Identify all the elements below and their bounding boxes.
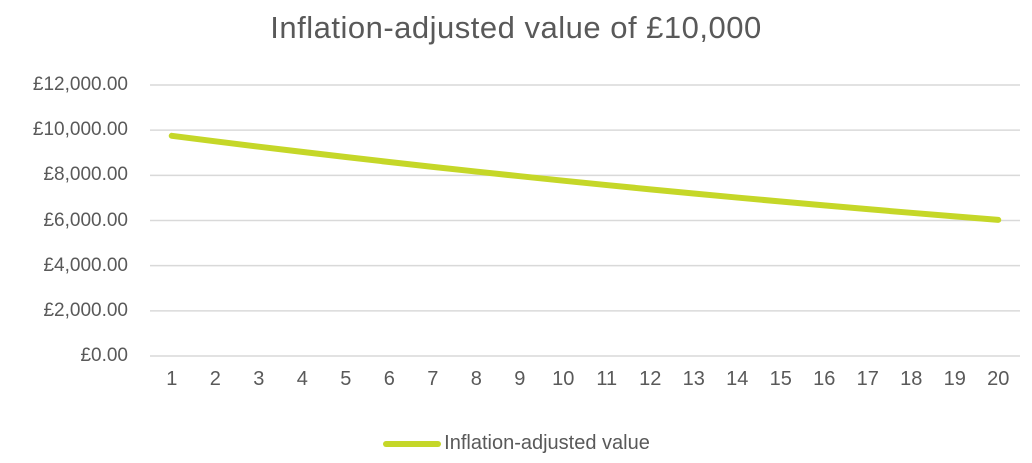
x-axis-tick-label: 20 [987, 368, 1010, 390]
series-line [168, 132, 1002, 223]
x-axis-tick-label: 7 [427, 368, 439, 390]
x-axis-tick-label: 14 [726, 368, 749, 390]
legend: Inflation-adjusted value [0, 432, 1032, 455]
x-axis-tick-label: 19 [943, 368, 966, 390]
x-axis-tick-label: 13 [682, 368, 705, 390]
x-axis-tick-label: 4 [296, 368, 308, 390]
x-axis-tick-label: 10 [552, 368, 575, 390]
x-axis-tick-label: 9 [514, 368, 526, 390]
x-axis-tick-label: 18 [900, 368, 923, 390]
y-axis-tick-label: £12,000.00 [32, 74, 128, 95]
x-axis-tick-label: 8 [470, 368, 482, 390]
y-axis-tick-label: £6,000.00 [43, 209, 128, 231]
x-axis-tick-label: 17 [856, 368, 879, 390]
x-axis-tick-label: 16 [813, 368, 836, 390]
x-axis-tick-label: 12 [639, 368, 662, 390]
y-axis-tick-label: £4,000.00 [43, 254, 128, 276]
legend-label: Inflation-adjusted value [444, 432, 650, 454]
y-axis-tick-label: £2,000.00 [43, 299, 128, 321]
x-axis-tick-label: 1 [166, 368, 178, 390]
x-axis-tick-label: 3 [253, 368, 265, 390]
x-axis-tick-label: 5 [340, 368, 352, 390]
x-axis-tick-label: 15 [769, 368, 792, 390]
legend-line-swatch [383, 440, 442, 447]
x-axis-tick-label: 11 [596, 368, 618, 390]
chart-title: Inflation-adjusted value of £10,000 [270, 10, 762, 45]
x-axis-tick-label: 2 [209, 368, 221, 390]
y-axis-tick-label: £8,000.00 [43, 164, 128, 186]
y-axis-tick-label: £0.00 [80, 345, 128, 366]
y-axis-tick-label: £10,000.00 [32, 119, 128, 141]
x-axis-tick-label: 6 [383, 368, 395, 390]
